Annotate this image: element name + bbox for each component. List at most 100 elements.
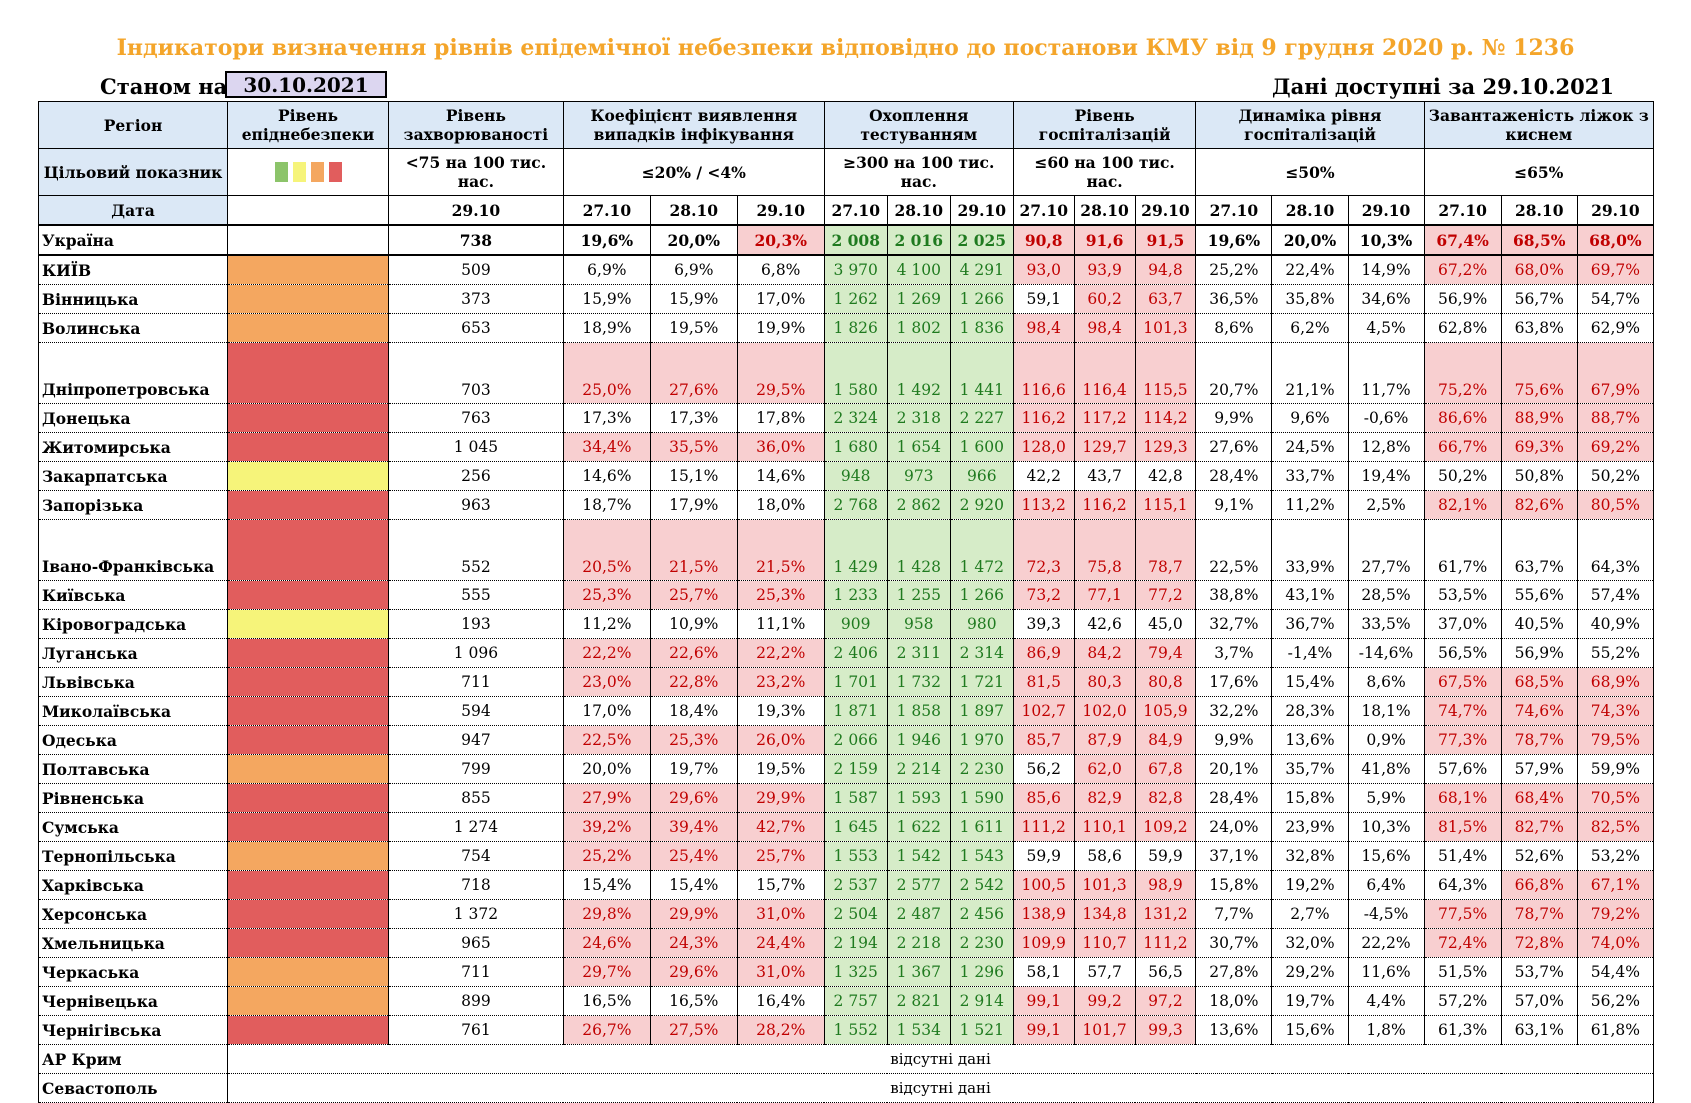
no-data-row: Севастополь відсутні дані	[37, 1073, 1654, 1103]
hospitalization-value: 91,5	[1134, 224, 1197, 256]
epidemic-level-cell	[227, 870, 389, 900]
hospitalization-value: 75,8	[1073, 519, 1136, 581]
hosp-dynamics-value: 37,1%	[1195, 841, 1273, 871]
testing-value: 2 025	[949, 224, 1014, 256]
testing-value: 1 269	[886, 284, 951, 314]
date-d2: 28.10	[1500, 195, 1578, 226]
hosp-dynamics-value: 9,1%	[1195, 490, 1273, 520]
hospitalization-value: 111,2	[1134, 928, 1197, 958]
hosp-dynamics-value: 6,2%	[1271, 313, 1349, 343]
testing-value: 1 543	[949, 841, 1014, 871]
hospitalization-value: 110,7	[1073, 928, 1136, 958]
detection-value: 25,3%	[562, 580, 651, 610]
region-name: Закарпатська	[37, 461, 229, 491]
testing-value: 1 262	[823, 284, 888, 314]
hosp-dynamics-value: 5,9%	[1347, 783, 1425, 813]
hospitalization-value: 114,2	[1134, 403, 1197, 433]
hospitalization-value: 58,1	[1012, 957, 1075, 987]
oxygen-beds-value: 56,7%	[1500, 284, 1578, 314]
hospitalization-value: 77,1	[1073, 580, 1136, 610]
testing-value: 2 324	[823, 403, 888, 433]
hospitalization-value: 99,2	[1073, 986, 1136, 1016]
hospitalization-value: 116,2	[1012, 403, 1075, 433]
detection-value: 17,3%	[649, 403, 738, 433]
testing-value: 1 521	[949, 1015, 1014, 1045]
hosp-dynamics-value: 33,7%	[1271, 461, 1349, 491]
detection-value: 20,0%	[649, 224, 738, 256]
oxygen-beds-value: 50,2%	[1576, 461, 1655, 491]
hosp-dynamics-value: 22,5%	[1195, 519, 1273, 581]
testing-value: 1 897	[949, 696, 1014, 726]
region-row: Чернівецька 899 16,5% 16,5% 16,4% 2 757 2 821 2…	[37, 986, 1655, 1016]
region-name: Полтавська	[37, 754, 229, 784]
incidence-value: 799	[387, 754, 564, 784]
oxygen-beds-value: 82,1%	[1423, 490, 1502, 520]
region-row: Рівненська 855 27,9% 29,6% 29,9% 1 587 1 593 1 …	[37, 783, 1655, 813]
oxygen-beds-value: 67,5%	[1423, 667, 1502, 697]
detection-value: 26,0%	[736, 725, 825, 755]
hospitalization-value: 59,1	[1012, 284, 1075, 314]
hospitalization-value: 73,2	[1012, 580, 1075, 610]
target-hospitalization: ≤60 на 100 тис. нас.	[1012, 148, 1197, 196]
epidemic-level-cell	[227, 812, 389, 842]
testing-value: 966	[949, 461, 1014, 491]
region-row: Тернопільська 754 25,2% 25,4% 25,7% 1 553 1 54…	[37, 841, 1655, 871]
hospitalization-value: 62,0	[1073, 754, 1136, 784]
hospitalization-value: 131,2	[1134, 899, 1197, 929]
oxygen-beds-value: 69,3%	[1500, 432, 1578, 462]
hosp-dynamics-value: 22,4%	[1271, 254, 1349, 285]
region-name: Запорізька	[37, 490, 229, 520]
testing-value: 2 542	[949, 870, 1014, 900]
oxygen-beds-value: 57,9%	[1500, 754, 1578, 784]
header-region: Регіон	[37, 101, 229, 149]
detection-value: 24,4%	[736, 928, 825, 958]
incidence-value: 1 274	[387, 812, 564, 842]
hospitalization-value: 93,0	[1012, 254, 1075, 285]
incidence-value: 552	[387, 519, 564, 581]
detection-value: 29,9%	[736, 783, 825, 813]
oxygen-beds-value: 61,3%	[1423, 1015, 1502, 1045]
epidemic-level-cell	[227, 667, 389, 697]
region-name: Львівська	[37, 667, 229, 697]
hosp-dynamics-value: 8,6%	[1347, 667, 1425, 697]
oxygen-beds-value: 56,5%	[1423, 638, 1502, 668]
no-data-text: відсутні дані	[227, 1044, 1654, 1074]
testing-value: 1 946	[886, 725, 951, 755]
oxygen-beds-value: 72,4%	[1423, 928, 1502, 958]
oxygen-beds-value: 53,5%	[1423, 580, 1502, 610]
oxygen-beds-value: 80,5%	[1576, 490, 1655, 520]
hosp-dynamics-value: 15,6%	[1347, 841, 1425, 871]
oxygen-beds-value: 68,0%	[1576, 224, 1655, 256]
hospitalization-value: 42,6	[1073, 609, 1136, 639]
hospitalization-value: 97,2	[1134, 986, 1197, 1016]
hosp-dynamics-value: 14,9%	[1347, 254, 1425, 285]
epidemic-level-cell	[227, 519, 389, 581]
hospitalization-value: 113,2	[1012, 490, 1075, 520]
incidence-value: 1 096	[387, 638, 564, 668]
oxygen-beds-value: 59,9%	[1576, 754, 1655, 784]
testing-value: 2 227	[949, 403, 1014, 433]
hospitalization-value: 85,6	[1012, 783, 1075, 813]
hospitalization-value: 110,1	[1073, 812, 1136, 842]
hosp-dynamics-value: 43,1%	[1271, 580, 1349, 610]
region-row: Полтавська 799 20,0% 19,7% 19,5% 2 159 2 214 2 …	[37, 754, 1655, 784]
hosp-dynamics-value: 19,6%	[1195, 224, 1273, 256]
epidemic-level-cell	[227, 313, 389, 343]
header-oxygen-beds: Завантаженість ліжок з киснем	[1423, 101, 1655, 149]
oxygen-beds-value: 57,4%	[1576, 580, 1655, 610]
hosp-dynamics-value: 15,6%	[1271, 1015, 1349, 1045]
detection-value: 22,8%	[649, 667, 738, 697]
incidence-value: 594	[387, 696, 564, 726]
oxygen-beds-value: 57,2%	[1423, 986, 1502, 1016]
hosp-dynamics-value: 17,6%	[1195, 667, 1273, 697]
hosp-dynamics-value: 18,0%	[1195, 986, 1273, 1016]
hospitalization-value: 60,2	[1073, 284, 1136, 314]
region-name: Рівненська	[37, 783, 229, 813]
target-label: Цільовий показник	[37, 148, 229, 196]
detection-value: 29,8%	[562, 899, 651, 929]
testing-value: 1 266	[949, 580, 1014, 610]
oxygen-beds-value: 70,5%	[1576, 783, 1655, 813]
testing-value: 2 406	[823, 638, 888, 668]
hosp-dynamics-value: 30,7%	[1195, 928, 1273, 958]
testing-value: 2 537	[823, 870, 888, 900]
